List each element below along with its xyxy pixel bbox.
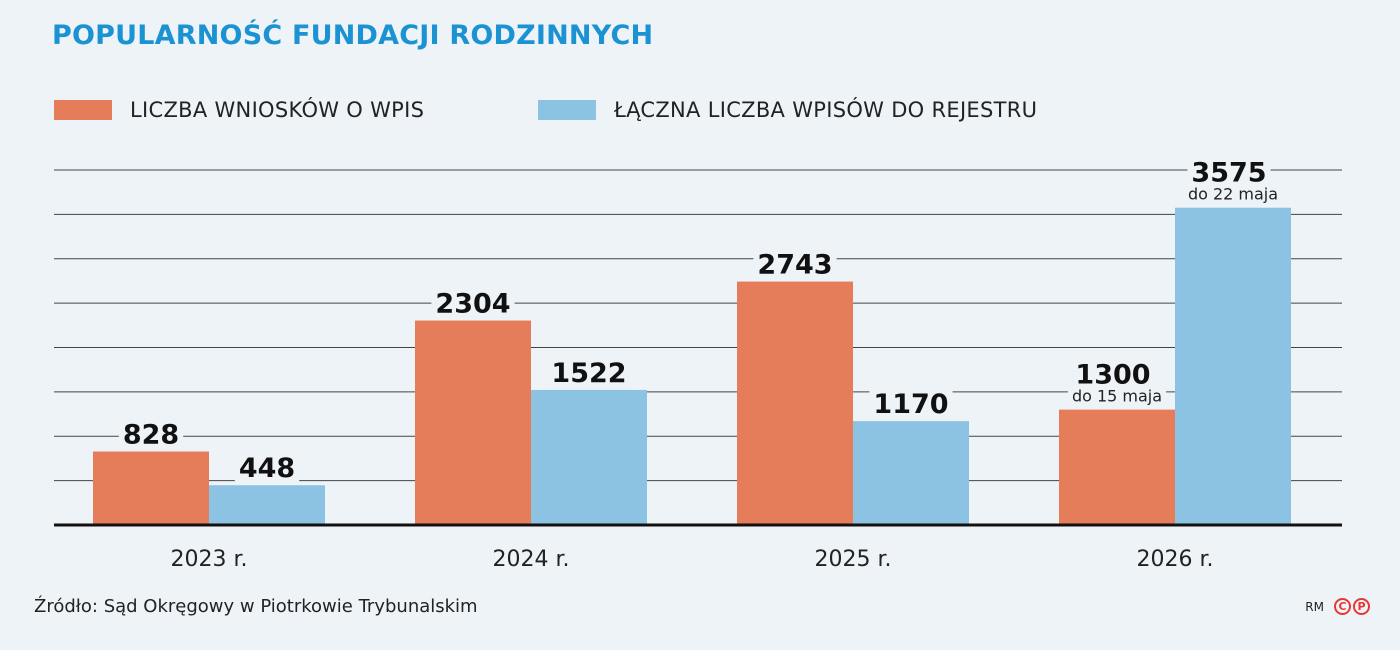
credit: RM C P	[1305, 598, 1370, 615]
bar-applications	[415, 320, 531, 525]
data-note: do 15 maja	[1072, 387, 1162, 406]
bar-registrations	[209, 485, 325, 525]
data-note-background	[1183, 184, 1283, 204]
data-note-background	[1067, 386, 1167, 406]
data-label-background	[1187, 157, 1271, 189]
data-label: 1300	[1075, 360, 1150, 391]
data-label-background	[1071, 359, 1155, 391]
data-label-background	[753, 249, 837, 281]
legend-swatch-registrations	[538, 100, 596, 120]
bar-chart: 828 448 2023 r. 2304 1522 2024 r. 2743 1170 2025…	[54, 157, 1342, 572]
data-label: 828	[123, 420, 179, 451]
data-label: 2743	[757, 250, 832, 281]
bar-applications	[93, 451, 209, 525]
x-tick-label: 2024 r.	[493, 547, 570, 572]
data-label: 1170	[873, 389, 948, 420]
data-label-background	[547, 357, 631, 389]
bar-registrations	[1175, 207, 1291, 525]
bar-applications	[1059, 409, 1175, 525]
legend-label-applications: LICZBA WNIOSKÓW O WPIS	[130, 98, 425, 122]
data-label-background	[234, 453, 300, 485]
data-label: 2304	[435, 289, 510, 320]
data-label: 1522	[551, 358, 626, 389]
chart-title: POPULARNOŚĆ FUNDACJI RODZINNYCH	[52, 20, 654, 51]
source-note: Źródło: Sąd Okręgowy w Piotrkowie Trybun…	[34, 596, 478, 617]
data-note: do 22 maja	[1188, 185, 1278, 204]
bar-registrations	[531, 389, 647, 525]
bar-registrations	[853, 421, 969, 525]
data-label: 448	[239, 453, 295, 484]
publisher-logo-p: P	[1353, 598, 1370, 615]
legend-item-registrations: ŁĄCZNA LICZBA WPISÓW DO REJESTRU	[538, 96, 1037, 124]
data-label-background	[431, 288, 515, 320]
data-label: 3575	[1191, 158, 1266, 189]
data-label-background	[118, 419, 184, 451]
data-label-background	[869, 389, 953, 421]
bar-applications	[737, 281, 853, 525]
publisher-logo-c: C	[1334, 598, 1351, 615]
x-tick-label: 2025 r.	[815, 547, 892, 572]
legend-swatch-applications	[54, 100, 112, 120]
legend-label-registrations: ŁĄCZNA LICZBA WPISÓW DO REJESTRU	[614, 98, 1038, 122]
x-tick-label: 2023 r.	[171, 547, 248, 572]
author-initials: RM	[1305, 599, 1324, 614]
legend-item-applications: LICZBA WNIOSKÓW O WPIS	[54, 96, 424, 124]
x-tick-label: 2026 r.	[1137, 547, 1214, 572]
